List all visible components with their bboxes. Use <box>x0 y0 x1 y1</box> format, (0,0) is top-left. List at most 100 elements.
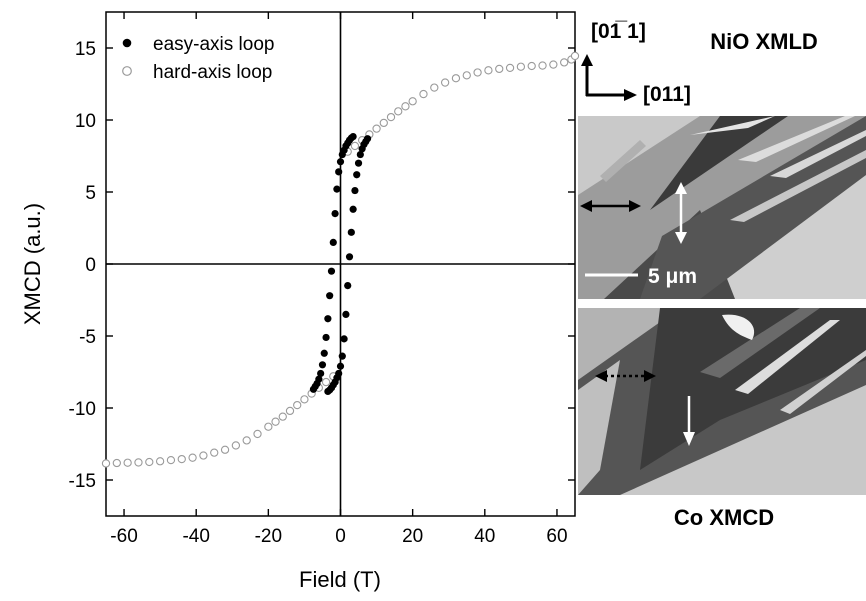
y-tick-label: 15 <box>75 39 96 60</box>
hard-axis-point <box>166 455 176 465</box>
zero-lines <box>106 12 575 516</box>
hard-axis-point <box>300 395 309 404</box>
hard-axis-point <box>177 454 186 464</box>
crystal-axes-indicator: [01̅ 1] [011] <box>581 20 691 106</box>
up-arrowhead-icon <box>675 182 687 194</box>
down-arrow-icon <box>683 432 695 446</box>
easy-axis-point <box>354 159 363 167</box>
co-xmcd-image <box>578 308 866 495</box>
hard-axis-point <box>271 417 280 426</box>
left-arrowhead-icon <box>580 200 592 212</box>
hard-axis-point <box>321 377 331 387</box>
hard-axis-point <box>570 51 580 61</box>
scale-bar-label: 5 μm <box>648 265 697 288</box>
easy-axis-point <box>327 267 336 275</box>
easy-axis-point <box>336 362 345 370</box>
hard-axis-point <box>505 63 515 73</box>
right-arrowhead-dotted-icon <box>644 370 656 382</box>
x-tick-label: 0 <box>335 526 346 547</box>
hard-axis-point <box>430 83 439 92</box>
hard-axis-point <box>231 441 241 450</box>
hard-axis-point <box>419 89 428 99</box>
series-easy-axis-loop <box>309 132 372 396</box>
x-tick-label: 20 <box>402 526 423 547</box>
hard-axis-point <box>379 118 388 128</box>
easy-axis-point <box>349 205 357 213</box>
co-xmcd-title: Co XMCD <box>674 505 774 530</box>
x-tick-label: 40 <box>474 526 495 547</box>
right-arrowhead-icon <box>629 200 641 212</box>
hard-axis-point <box>495 64 504 74</box>
hard-axis-point <box>123 458 132 467</box>
y-axis-title: XMCD (a.u.) <box>20 203 45 325</box>
x-tick-label: -20 <box>255 526 282 547</box>
easy-axis-point <box>345 253 354 261</box>
hard-axis-point <box>527 61 536 71</box>
hard-axis-point <box>253 429 262 439</box>
hard-axis-point <box>350 141 360 151</box>
easy-axis-point <box>342 310 350 318</box>
hard-axis-point <box>278 412 287 421</box>
easy-axis-point <box>356 150 364 159</box>
hard-axis-point <box>516 62 526 71</box>
hard-axis-point <box>451 74 461 83</box>
hard-axis-point <box>134 458 143 467</box>
easy-axis-point <box>335 369 343 378</box>
hard-axis-point <box>293 400 302 410</box>
easy-axis-point <box>333 185 341 193</box>
easy-axis-point <box>315 375 323 383</box>
hard-axis-point <box>155 457 165 466</box>
hard-axis-point <box>394 107 403 116</box>
easy-axis-point <box>344 282 352 290</box>
axis-ticks <box>106 12 575 516</box>
y-tick-label: -5 <box>79 327 96 348</box>
easy-axis-point <box>353 171 361 179</box>
hard-axis-point <box>210 448 219 457</box>
easy-axis-point <box>322 333 330 342</box>
easy-axis-point <box>351 186 359 195</box>
y-tick-label: -10 <box>69 399 96 420</box>
hard-axis-point <box>408 97 417 106</box>
nio-xmld-title: NiO XMLD <box>710 29 818 54</box>
hysteresis-chart: -60 -40 -20 0 20 40 60 -15 -10 -5 0 5 10 15 Field (T)… <box>20 11 580 592</box>
right-arrow-icon <box>624 89 637 101</box>
x-tick-label: 60 <box>546 526 567 547</box>
easy-axis-point <box>320 349 328 357</box>
tick-labels: -60 -40 -20 0 20 40 60 -15 -10 -5 0 5 10 15 <box>69 39 568 547</box>
y-tick-label: 10 <box>75 111 96 132</box>
easy-axis-point <box>335 168 343 176</box>
hard-axis-point <box>440 78 450 87</box>
hard-axis-point <box>145 457 154 467</box>
hard-axis-point <box>242 436 251 445</box>
vertical-axis-label: [01̅ 1] <box>591 20 646 43</box>
hard-axis-point <box>560 58 569 67</box>
hard-axis-point <box>264 422 273 431</box>
easy-axis-point <box>324 315 332 323</box>
hard-axis-point <box>401 102 410 111</box>
hard-axis-point <box>462 71 471 80</box>
easy-axis-point <box>326 292 334 300</box>
left-arrowhead-dotted-icon <box>595 370 607 382</box>
horizontal-axis-label: [011] <box>643 83 691 106</box>
down-arrowhead-icon <box>675 232 687 244</box>
y-tick-label: 0 <box>85 255 96 276</box>
easy-axis-point <box>340 335 348 343</box>
hard-axis-point <box>188 453 197 462</box>
x-tick-label: -60 <box>110 526 137 547</box>
hard-axis-point <box>220 445 230 454</box>
easy-axis-point <box>338 352 346 360</box>
easy-axis-point <box>347 228 355 236</box>
easy-axis-point <box>331 210 339 218</box>
x-axis-title: Field (T) <box>299 567 381 592</box>
easy-axis-point <box>318 361 327 369</box>
legend-marker-hard <box>122 66 132 76</box>
legend-label-hard: hard-axis loop <box>153 62 272 83</box>
legend-marker-easy <box>122 38 132 48</box>
easy-axis-point <box>329 238 337 246</box>
easy-axis-point <box>349 132 357 141</box>
hard-axis-point <box>484 66 493 75</box>
easy-axis-point <box>336 158 345 166</box>
hard-axis-point <box>285 406 295 416</box>
x-tick-label: -40 <box>182 526 209 547</box>
